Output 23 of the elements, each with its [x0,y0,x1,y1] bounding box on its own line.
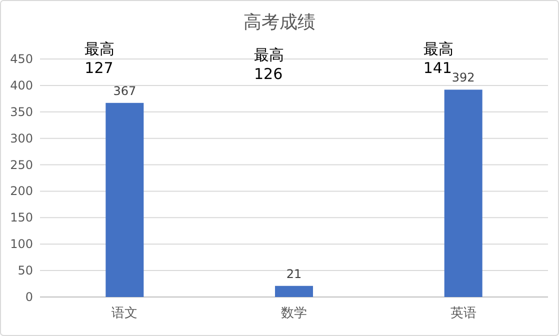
data-label: 21 [286,266,302,281]
x-tick-label: 语文 [112,306,138,321]
y-tick-label: 150 [10,210,33,225]
bar [444,90,482,297]
chart-title: 高考成绩 [244,12,316,33]
annotation: 最高 127 [84,40,115,77]
x-tick-label: 数学 [281,306,307,321]
y-tick-label: 100 [10,237,33,252]
y-tick-label: 400 [10,78,33,92]
y-tick-label: 200 [10,184,33,198]
annotation: 最高 141 [423,40,454,77]
y-tick-label: 450 [10,52,33,66]
y-tick-label: 250 [10,158,33,172]
y-tick-label: 350 [10,104,33,119]
y-tick-label: 300 [10,131,33,146]
y-tick-label: 50 [18,264,33,278]
bar [106,102,144,297]
x-tick-label: 英语 [450,306,476,321]
data-label: 392 [452,70,475,85]
data-label: 367 [113,84,136,98]
y-tick-label: 0 [25,290,33,304]
annotation: 最高 126 [254,46,284,83]
bar [275,286,313,297]
